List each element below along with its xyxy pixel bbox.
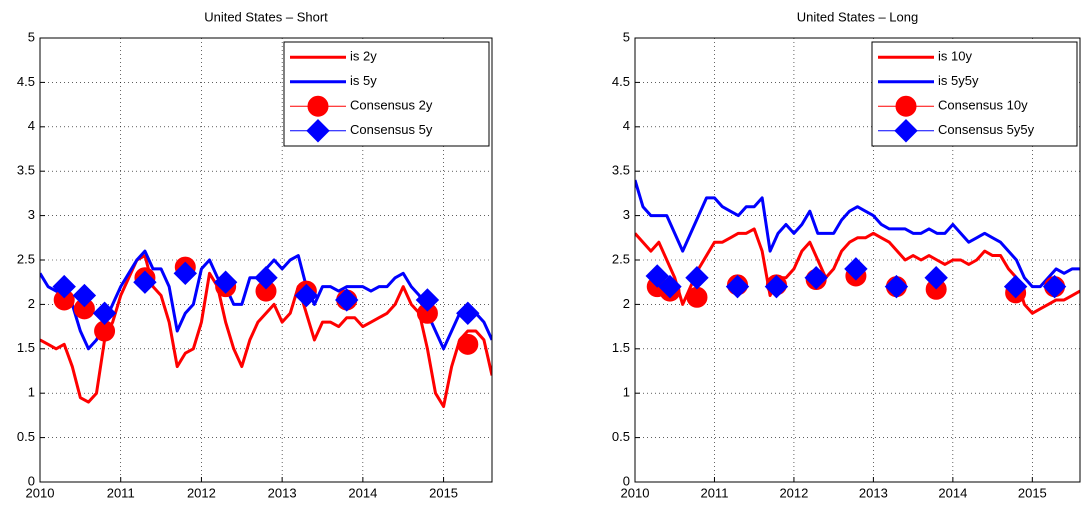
- y-tick-label: 3: [28, 207, 35, 222]
- y-tick-label: 5: [623, 29, 630, 44]
- x-tick-label: 2014: [348, 485, 377, 500]
- series-line: [635, 179, 1080, 289]
- axes-border: [634, 37, 1081, 483]
- consensus-marker: [658, 274, 682, 299]
- y-tick-label: 1.5: [612, 340, 630, 355]
- consensus-marker: [52, 274, 76, 299]
- y-tick-label: 0.5: [612, 429, 630, 444]
- consensus-marker: [764, 274, 789, 299]
- x-tick-label: 2013: [859, 485, 888, 500]
- x-tick-label: 2012: [779, 485, 808, 500]
- y-tick-label: 5: [28, 29, 35, 44]
- legend-marker: [306, 119, 330, 143]
- y-tick-label: 0: [28, 473, 35, 488]
- y-tick-label: 2: [28, 296, 35, 311]
- data-layer: [40, 249, 492, 409]
- y-tick-label: 4.5: [612, 74, 630, 89]
- y-tick-label: 3: [623, 207, 630, 222]
- x-tick-label: 2013: [268, 485, 297, 500]
- x-tick-label: 2010: [26, 485, 55, 500]
- consensus-marker: [686, 286, 708, 308]
- consensus-marker: [72, 283, 97, 308]
- x-tick-label: 2015: [429, 485, 458, 500]
- x-tick-label: 2014: [938, 485, 967, 500]
- legend-marker: [895, 95, 917, 117]
- y-tick-label: 1: [623, 385, 630, 400]
- y-tick-label: 3.5: [17, 163, 35, 178]
- legend-label: is 5y5y: [938, 73, 979, 88]
- consensus-marker: [645, 264, 669, 288]
- y-tick-label: 4: [623, 118, 630, 133]
- consensus-marker: [1003, 274, 1028, 299]
- legend-label: Consensus 5y5y: [938, 122, 1035, 137]
- y-tick-label: 2.5: [17, 251, 35, 266]
- consensus-marker: [804, 266, 828, 290]
- consensus-marker: [173, 261, 197, 286]
- axes-border: [39, 37, 493, 483]
- series-line: [635, 227, 1080, 315]
- consensus-marker: [924, 266, 948, 290]
- consensus-marker: [456, 301, 480, 325]
- y-tick-label: 0: [623, 473, 630, 488]
- consensus-marker: [254, 266, 278, 290]
- legend-label: is 10y: [938, 49, 972, 64]
- consensus-marker: [685, 266, 709, 290]
- consensus-marker: [213, 270, 238, 294]
- consensus-marker: [294, 283, 319, 308]
- y-tick-label: 4: [28, 118, 35, 133]
- y-tick-label: 2.5: [612, 251, 630, 266]
- y-tick-label: 4.5: [17, 74, 35, 89]
- consensus-marker: [884, 274, 909, 299]
- consensus-marker: [92, 301, 117, 325]
- legend-label: Consensus 5y: [350, 122, 433, 137]
- y-tick-label: 0.5: [17, 429, 35, 444]
- x-tick-label: 2011: [107, 485, 135, 500]
- consensus-marker: [725, 274, 750, 299]
- legend-marker: [307, 95, 329, 117]
- legend-label: Consensus 10y: [938, 98, 1028, 113]
- chart-title: United States – Long: [797, 9, 918, 24]
- consensus-marker: [335, 288, 359, 312]
- chart-title: United States – Short: [204, 9, 328, 24]
- consensus-marker: [415, 288, 440, 312]
- consensus-marker: [457, 333, 479, 355]
- y-tick-label: 2: [623, 296, 630, 311]
- consensus-marker: [844, 257, 868, 281]
- y-tick-label: 1.5: [17, 340, 35, 355]
- x-tick-label: 2012: [187, 485, 216, 500]
- x-tick-label: 2010: [621, 485, 650, 500]
- legend-label: is 5y: [350, 73, 377, 88]
- x-tick-label: 2015: [1018, 485, 1047, 500]
- legend-label: Consensus 2y: [350, 98, 433, 113]
- data-layer: [635, 179, 1080, 315]
- legend-marker: [894, 119, 918, 143]
- legend-label: is 2y: [350, 49, 377, 64]
- y-tick-label: 3.5: [612, 163, 630, 178]
- consensus-marker: [1042, 274, 1067, 299]
- y-tick-label: 1: [28, 385, 35, 400]
- consensus-marker: [133, 270, 157, 294]
- x-tick-label: 2011: [700, 485, 728, 500]
